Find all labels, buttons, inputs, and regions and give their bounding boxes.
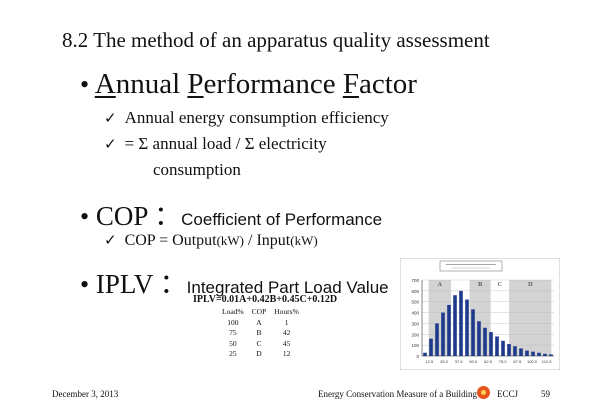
- table-cell: 75: [229, 328, 237, 337]
- chart-caption-box: [439, 260, 503, 272]
- check-icon: ✓: [104, 137, 117, 153]
- x-tick-label: 50.0: [469, 359, 478, 364]
- chart-bar: [435, 323, 439, 356]
- page-number: 59: [541, 389, 550, 399]
- load-distribution-chart: 0 100 200 300 400 500 600 700 12.5 25.0 37.5 50.0 62…: [400, 258, 560, 370]
- chart-region-label: D: [528, 282, 533, 288]
- bullet-cop: • COP ：Coefficient of Performance: [80, 194, 382, 233]
- chart-bar: [495, 336, 499, 356]
- chart-bar: [543, 353, 547, 356]
- table-row: 100 A 1: [218, 318, 303, 329]
- chart-region-label: C: [498, 282, 502, 288]
- y-tick-label: 100: [411, 343, 419, 348]
- iplv-colon: ：: [159, 269, 187, 299]
- apf-sub-item-1: ✓ Annual energy consumption efficiency: [104, 108, 389, 127]
- y-tick-label: 400: [411, 311, 419, 316]
- table-cell: A: [256, 317, 262, 327]
- table-header-row: Load% COP Hours%: [218, 307, 303, 318]
- chart-bar: [531, 351, 535, 356]
- chart-bar: [537, 352, 541, 356]
- table-cell: D: [256, 349, 262, 358]
- chart-bar: [519, 348, 523, 356]
- table-cell: 1: [284, 317, 289, 327]
- bullet-annual-performance-factor: • Annual Performance Factor: [80, 68, 417, 101]
- chart-bar: [507, 344, 511, 356]
- chart-bar: [423, 352, 427, 356]
- chart-bar: [513, 346, 517, 356]
- x-tick-label: 75.0: [499, 359, 508, 364]
- table-cell: 100: [227, 317, 239, 327]
- x-tick-label: 25.0: [440, 359, 449, 364]
- y-tick-label: 0: [416, 354, 419, 359]
- chart-bar: [441, 312, 445, 356]
- bullet-icon: •: [80, 270, 90, 299]
- chart-bar: [429, 338, 433, 356]
- chart-bar: [489, 332, 493, 356]
- x-tick-label: 12.5: [425, 359, 434, 364]
- check-icon: ✓: [104, 233, 117, 249]
- iplv-formula: IPLV=0.01A+0.42B+0.45C+0.12D: [193, 294, 338, 305]
- chart-region-label: B: [478, 282, 482, 288]
- y-tick-label: 200: [411, 332, 419, 337]
- bullet-icon: •: [80, 70, 90, 99]
- bullet-iplv: • IPLV ：Integrated Part Load Value: [80, 262, 389, 301]
- check-icon: ✓: [104, 111, 117, 127]
- footer-title: Energy Conservation Measure of a Buildin…: [318, 389, 478, 399]
- eccj-logo-icon: [477, 386, 490, 399]
- chart-bar: [447, 304, 451, 356]
- table-cell: 25: [229, 349, 237, 358]
- footer-org: ECCJ: [497, 389, 519, 399]
- chart-bar: [465, 299, 469, 356]
- cop-title: COP: [95, 201, 148, 231]
- cop-colon: ：: [154, 201, 182, 231]
- apf-sub-item-2: ✓ = Σ annual load / Σ electricity: [104, 134, 327, 153]
- apf-sub-item-2-cont: consumption: [153, 160, 241, 179]
- load-table: Load% COP Hours% 100 A 1 75 B 42 50 C 45…: [218, 307, 303, 360]
- table-cell: C: [256, 338, 262, 348]
- chart-bar: [501, 340, 505, 356]
- chart-region-label: A: [438, 282, 443, 288]
- iplv-title: IPLV: [95, 269, 153, 299]
- iplv-description: Integrated Part Load Value: [186, 278, 389, 297]
- chart-bar: [549, 354, 553, 356]
- x-tick-label: 112.5: [542, 359, 552, 364]
- table-header: Load%: [222, 307, 244, 316]
- section-title: 8.2 The method of an apparatus quality a…: [62, 28, 490, 52]
- table-row: 50 C 45: [218, 339, 303, 350]
- chart-bar: [459, 290, 463, 356]
- table-header: Hours%: [274, 307, 299, 316]
- table-header: COP: [251, 307, 267, 316]
- table-cell: 45: [282, 338, 291, 348]
- y-tick-label: 300: [411, 321, 419, 326]
- y-tick-label: 500: [411, 300, 419, 305]
- cop-description: Coefficient of Performance: [181, 210, 383, 229]
- x-tick-label: 37.5: [455, 359, 464, 364]
- x-tick-label: 62.5: [484, 359, 493, 364]
- chart-bar: [453, 295, 457, 356]
- apf-title: Annual Performance Factor: [94, 68, 417, 100]
- chart-bar: [477, 321, 481, 356]
- chart-bar: [483, 327, 487, 356]
- chart-region-band: [509, 280, 552, 356]
- chart-bar: [471, 309, 475, 356]
- chart-bar: [525, 350, 529, 356]
- y-tick-label: 700: [411, 278, 419, 283]
- cop-sub-item: ✓ COP = Output(kW) / Input(kW): [104, 232, 318, 249]
- table-cell: 12: [282, 349, 291, 358]
- table-row: 75 B 42: [218, 328, 303, 339]
- table-cell: B: [256, 328, 262, 337]
- x-tick-label: 87.5: [513, 359, 522, 364]
- footer-date: December 3, 2013: [52, 389, 119, 399]
- x-tick-label: 100.0: [527, 359, 538, 364]
- bullet-icon: •: [80, 202, 90, 231]
- table-cell: 42: [282, 328, 291, 337]
- y-tick-label: 600: [411, 289, 419, 294]
- table-row: 25 D 12: [218, 349, 303, 360]
- table-cell: 50: [229, 338, 237, 348]
- chart-region-band: [428, 280, 452, 356]
